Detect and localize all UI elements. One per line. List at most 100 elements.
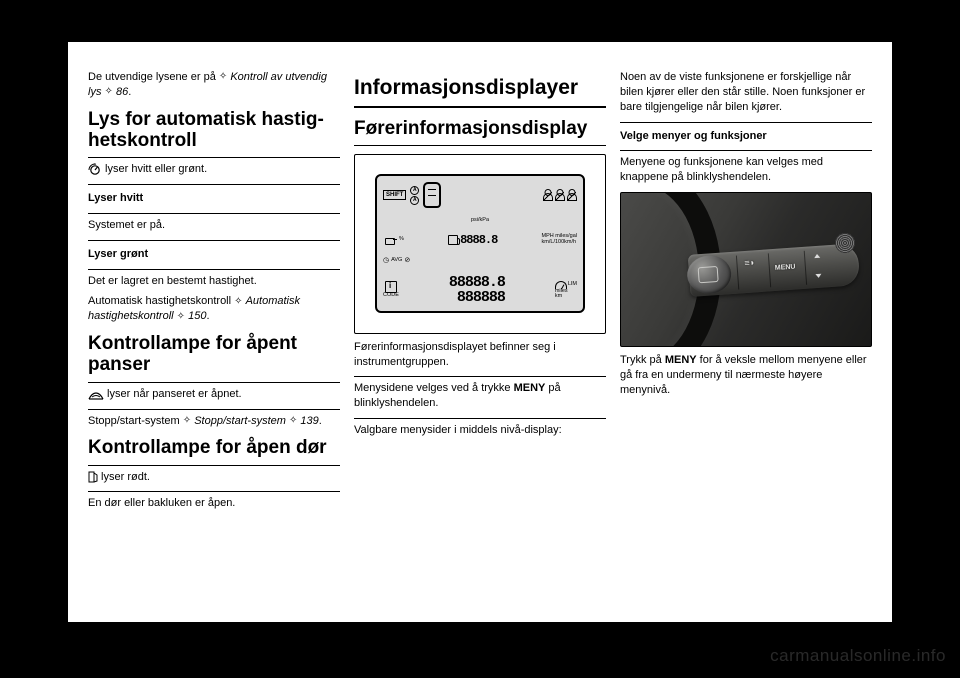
- divider: [88, 465, 340, 466]
- lcd-row-avg: ◷ AVG ⊘: [383, 256, 577, 265]
- lcd-seg-small: 8888.8: [460, 234, 497, 246]
- para: En dør eller bakluken er åpen.: [88, 496, 340, 511]
- divider: [88, 184, 340, 185]
- divider: [88, 213, 340, 214]
- text: Stopp/start-system: [88, 415, 183, 427]
- divider: [354, 145, 606, 146]
- lcd-row-big: CODE 88888.8 888888 LIM miles km: [383, 275, 577, 305]
- bonnet-open-icon: [88, 390, 104, 398]
- divider: [88, 409, 340, 410]
- manual-page: De utvendige lysene er på ✧ Kontroll av …: [68, 42, 892, 622]
- column-1: De utvendige lysene er på ✧ Kontroll av …: [88, 70, 340, 602]
- text-bold: MENY: [514, 382, 546, 394]
- lcd-clock-icon: ◷: [383, 256, 389, 265]
- door-open-icon: [88, 471, 98, 483]
- text-bold: MENY: [665, 354, 697, 366]
- cruise-control-icon: [88, 163, 102, 175]
- reference-icon: ✧: [105, 85, 113, 99]
- reference-page: 86: [113, 86, 128, 98]
- stalk-photo-frame: MENU ≡◗: [620, 192, 872, 347]
- divider: [88, 157, 340, 158]
- lcd-fuelpump-icon: [448, 235, 458, 245]
- subheading-select: Velge menyer og funksjoner: [620, 129, 872, 144]
- lcd-illustration-frame: SHIFT A A psi/kPa: [354, 154, 606, 334]
- divider: [620, 150, 872, 151]
- lcd-seg-big2: 888888: [457, 290, 505, 305]
- text: lyser rødt.: [98, 471, 150, 483]
- heading-bonnet-lamp: Kontrollampe for åpent panser: [88, 333, 340, 376]
- lcd-row-top: SHIFT A A: [383, 182, 577, 208]
- watermark: carmanualsonline.info: [770, 646, 946, 666]
- para: lyser rødt.: [88, 470, 340, 485]
- reference-icon: ✧: [183, 414, 191, 428]
- divider: [88, 240, 340, 241]
- text: .: [206, 310, 209, 322]
- heading-cruise-light: Lys for automatisk hastig­hetskontroll: [88, 109, 340, 152]
- text: lyser når panseret er åpnet.: [104, 388, 242, 400]
- para: Noen av de viste funksjonene er forskjel…: [620, 70, 872, 115]
- lcd-display: SHIFT A A psi/kPa: [375, 174, 585, 313]
- lcd-seg-big1: 88888.8: [449, 275, 505, 290]
- text: Menysidene velges ved å trykke: [354, 382, 514, 394]
- reference-icon: ✧: [219, 70, 227, 84]
- para: Valgbare menysider i middels nivå-displa…: [354, 423, 606, 438]
- lcd-row-fuel: % 8888.8 MPH miles/gal km/L/100km/h: [383, 234, 577, 246]
- subheading-green: Lyser grønt: [88, 247, 340, 262]
- text: Automatisk hastighetskontroll: [88, 295, 234, 307]
- para: Trykk på MENY for å veksle mellom menyen…: [620, 353, 872, 398]
- para: Automatisk hastighetskontroll ✧ Automati…: [88, 294, 340, 324]
- para: Menysidene velges ved å trykke MENY på b…: [354, 381, 606, 411]
- lcd-lim-label: LIM: [568, 282, 577, 288]
- lcd-circle-a: A: [410, 186, 419, 195]
- text: .: [319, 415, 322, 427]
- heading-dic: Førerinformasjonsdisplay: [354, 118, 606, 139]
- divider: [354, 418, 606, 419]
- para: Stopp/start-system ✧ Stopp/start-system …: [88, 414, 340, 429]
- stalk-arrow-up-icon: [814, 254, 820, 258]
- lcd-oil-pct: %: [399, 237, 404, 243]
- lcd-code-label: CODE: [383, 293, 399, 299]
- lcd-oilcan-icon: [383, 236, 397, 244]
- stalk-menu-label: MENU: [775, 263, 796, 274]
- divider: [88, 491, 340, 492]
- reference-page: 150: [185, 310, 206, 322]
- divider: [354, 376, 606, 377]
- lcd-row-psi: psi/kPa: [383, 218, 577, 224]
- text: .: [128, 86, 131, 98]
- para: Det er lagret en bestemt hastighet.: [88, 274, 340, 289]
- para: lyser hvitt eller grønt.: [88, 162, 340, 177]
- stalk-headlamp-icon: ≡◗: [744, 256, 756, 269]
- reference-page: 139: [297, 415, 318, 427]
- para: Førerinformasjonsdisplayet befinner seg …: [354, 340, 606, 370]
- column-2: Informasjonsdisplayer Førerinformasjonsd…: [354, 70, 606, 602]
- divider: [620, 122, 872, 123]
- lcd-avg-label: AVG: [391, 258, 402, 264]
- reference-icon: ✧: [177, 310, 185, 324]
- lcd-shift-box: SHIFT: [383, 190, 406, 200]
- reference-text: Stopp/start-system: [194, 415, 286, 427]
- subheading-white: Lyser hvitt: [88, 191, 340, 206]
- lcd-circle-a2: A: [410, 196, 419, 205]
- divider: [88, 269, 340, 270]
- text: lyser hvitt eller grønt.: [102, 163, 207, 175]
- lcd-psi-label: psi/kPa: [471, 218, 489, 224]
- divider-heavy: [354, 106, 606, 108]
- para: Systemet er på.: [88, 218, 340, 233]
- text: De utvendige lysene er på: [88, 71, 219, 83]
- reference-icon: ✧: [234, 295, 242, 309]
- para: Menyene og funksjonene kan velges med kn…: [620, 155, 872, 185]
- heading-door-lamp: Kontrollampe for åpen dør: [88, 437, 340, 458]
- divider: [88, 382, 340, 383]
- lcd-seatbelt-icons: [543, 189, 577, 201]
- lcd-gauge-icon: [555, 281, 567, 289]
- para: lyser når panseret er åpnet.: [88, 387, 340, 402]
- stalk-tip-dial: [686, 254, 733, 295]
- lcd-car-top-icon: [423, 182, 441, 208]
- lcd-km-label: km: [555, 294, 562, 300]
- lcd-null-icon: ⊘: [404, 256, 410, 265]
- stalk-arrow-down-icon: [815, 274, 821, 278]
- para: De utvendige lysene er på ✧ Kontroll av …: [88, 70, 340, 100]
- lcd-book-icon: [385, 281, 397, 293]
- column-3: Noen av de viste funksjonene er forskjel…: [620, 70, 872, 602]
- lcd-units-mph: MPH miles/gal km/L/100km/h: [542, 234, 577, 245]
